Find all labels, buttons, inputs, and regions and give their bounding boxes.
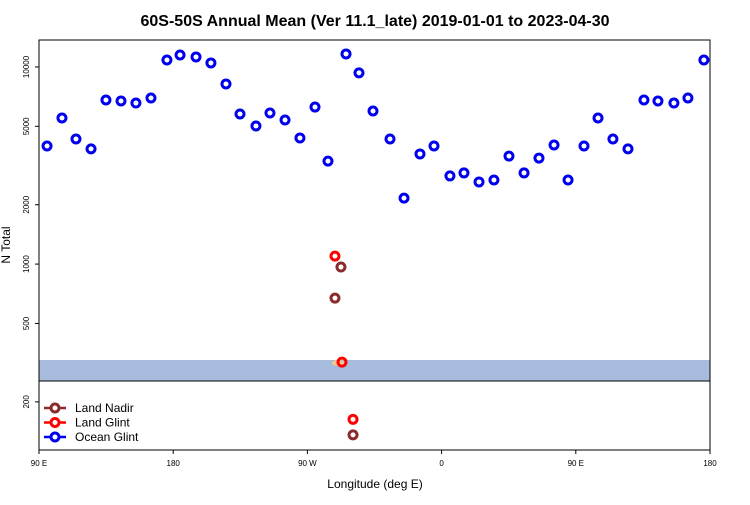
data-point [174, 49, 186, 61]
y-tick-label: 2000 [22, 195, 31, 213]
data-point [488, 174, 500, 186]
data-point [444, 170, 456, 182]
x-tick-label: 90 E [568, 459, 584, 468]
data-point [698, 54, 710, 66]
y-tick-label: 200 [22, 395, 31, 409]
data-point [205, 57, 217, 69]
data-point [279, 114, 291, 126]
legend-label: Ocean Glint [75, 430, 139, 444]
data-point [592, 112, 604, 124]
data-point [473, 176, 485, 188]
y-tick-label: 5000 [22, 117, 31, 135]
y-tick-label: 500 [22, 316, 31, 330]
legend-label: Land Nadir [75, 401, 134, 415]
y-tick-label: 10000 [22, 55, 31, 78]
data-point [115, 95, 127, 107]
map-strip [39, 360, 710, 381]
data-point [367, 105, 379, 117]
data-point [578, 140, 590, 152]
chart-title: 60S-50S Annual Mean (Ver 11.1_late) 2019… [141, 13, 610, 30]
data-point [336, 356, 348, 368]
data-point [533, 152, 545, 164]
data-point [428, 140, 440, 152]
data-point [264, 107, 276, 119]
data-point [638, 94, 650, 106]
data-point [607, 133, 619, 145]
data-point [335, 261, 347, 273]
data-point [548, 139, 560, 151]
x-tick-label: 180 [703, 459, 717, 468]
data-point [622, 143, 634, 155]
x-axis-label: Longitude (deg E) [327, 477, 422, 491]
data-point [518, 167, 530, 179]
data-point [329, 292, 341, 304]
x-tick-label: 0 [439, 459, 444, 468]
data-point [353, 67, 365, 79]
x-tick-label: 90 E [31, 459, 47, 468]
data-point [322, 155, 334, 167]
x-tick-label: 180 [167, 459, 181, 468]
data-point [414, 148, 426, 160]
data-point [161, 54, 173, 66]
data-point [398, 192, 410, 204]
data-point [190, 51, 202, 63]
x-tick-label: 90 W [298, 459, 317, 468]
y-tick-label: 1000 [22, 255, 31, 273]
data-point [329, 250, 341, 262]
data-point [130, 97, 142, 109]
data-point [458, 167, 470, 179]
data-point [682, 92, 694, 104]
data-point [668, 97, 680, 109]
legend-label: Land Glint [75, 416, 130, 430]
data-point [250, 120, 262, 132]
data-point [70, 133, 82, 145]
data-point [503, 150, 515, 162]
legend-marker [49, 417, 61, 428]
data-point [294, 132, 306, 144]
data-point [145, 92, 157, 104]
legend-marker [49, 402, 61, 414]
data-point [562, 174, 574, 186]
legend-marker [49, 431, 61, 443]
data-point [347, 413, 359, 425]
data-point [234, 108, 246, 120]
data-point [220, 78, 232, 90]
data-point [384, 133, 396, 145]
data-point [347, 429, 359, 441]
data-point [309, 101, 321, 113]
data-point [56, 112, 68, 124]
data-point [340, 48, 352, 60]
data-point [100, 94, 112, 106]
y-axis-label: N Total [0, 226, 13, 263]
data-point [41, 140, 53, 152]
data-point [85, 143, 97, 155]
plot-frame [38, 39, 711, 451]
data-point [652, 95, 664, 107]
